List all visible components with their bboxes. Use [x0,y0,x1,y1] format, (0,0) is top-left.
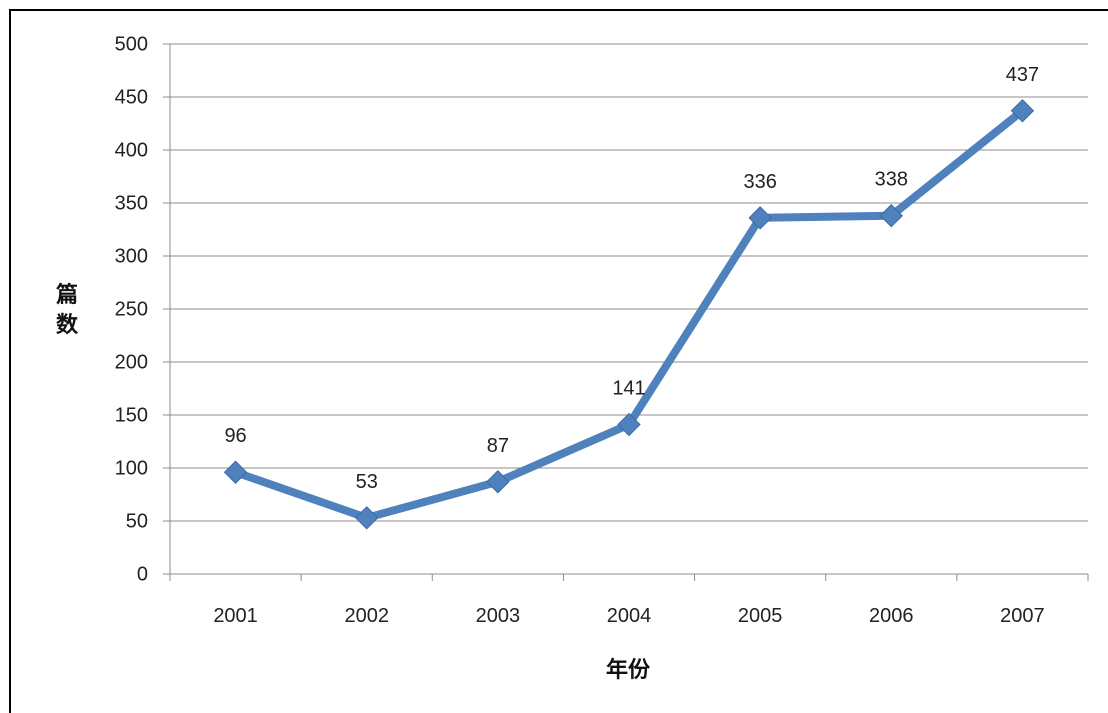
data-label: 53 [356,471,378,493]
data-point-marker [486,470,510,494]
y-tick-label: 150 [115,404,148,426]
y-tick-label: 0 [137,563,148,585]
data-point-marker [355,506,379,530]
y-tick-label: 350 [115,192,148,214]
data-point-marker [748,206,772,230]
chart-frame [9,9,1108,713]
x-tick-label: 2001 [213,605,258,627]
data-label: 338 [875,169,908,191]
gridlines [170,43,1088,522]
data-point-marker [617,412,641,437]
y-tick-label: 300 [115,245,148,267]
x-axis-title: 年份 [606,657,651,682]
y-tick-label: 450 [115,86,148,108]
y-axis-title: 篇数 [56,282,79,337]
data-point-marker [879,204,903,228]
y-tick-label: 100 [115,457,148,479]
y-tick-label: 250 [115,298,148,320]
series [223,99,1035,530]
data-label: 336 [743,171,776,193]
x-tick-label: 2005 [738,605,783,627]
data-point-marker [1010,99,1035,123]
y-tick-label: 500 [115,33,148,55]
x-tick-label: 2002 [344,605,389,627]
axes [163,43,1089,581]
y-axis-ticks: 0 50 100 150 200 250 300 350 400 450 500 [115,33,148,585]
data-label: 141 [612,378,645,400]
y-tick-label: 200 [115,351,148,373]
y-tick-label: 50 [126,510,148,532]
x-axis-ticks: 2001 2002 2003 2004 2005 2006 2007 [213,605,1044,627]
data-label: 87 [487,435,509,457]
data-point-marker [223,460,248,484]
x-tick-label: 2004 [607,605,652,627]
y-tick-label: 400 [115,139,148,161]
x-tick-label: 2003 [476,605,521,627]
data-label: 96 [224,425,246,447]
x-tick-label: 2007 [1000,605,1045,627]
data-labels: 96 53 87 141 336 338 437 [224,64,1039,493]
x-tick-label: 2006 [869,605,914,627]
data-label: 437 [1006,64,1039,86]
